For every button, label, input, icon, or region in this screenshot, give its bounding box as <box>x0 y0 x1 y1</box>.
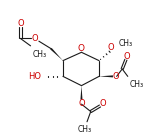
Text: CH₃: CH₃ <box>77 125 91 134</box>
Text: O: O <box>100 99 106 108</box>
Text: HO: HO <box>28 72 41 81</box>
Text: CH₃: CH₃ <box>130 80 144 89</box>
Polygon shape <box>99 75 113 77</box>
Text: O: O <box>78 44 85 53</box>
Polygon shape <box>50 48 63 61</box>
Text: O: O <box>32 34 38 43</box>
Text: O: O <box>124 52 130 61</box>
Text: CH₃: CH₃ <box>119 39 133 48</box>
Text: O: O <box>108 43 114 52</box>
Polygon shape <box>80 86 83 100</box>
Text: O: O <box>78 99 85 108</box>
Text: O: O <box>17 19 24 28</box>
Text: O: O <box>112 72 119 81</box>
Text: CH₃: CH₃ <box>32 50 47 59</box>
